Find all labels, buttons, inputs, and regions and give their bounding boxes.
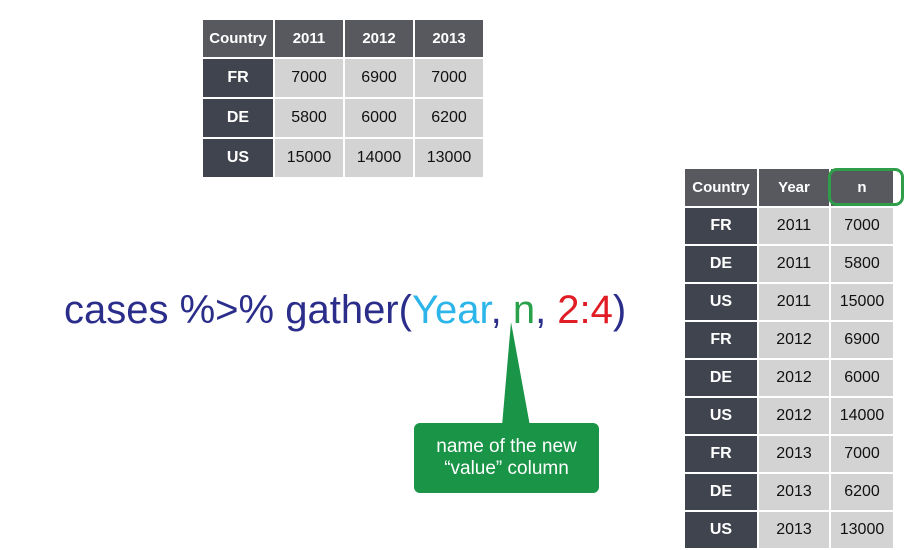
long-cell-n: 6000 [829,358,895,398]
table-row: FR 7000 6900 7000 [201,57,485,99]
callout-line-2: “value” column [444,458,569,479]
long-cell-year: 2012 [757,358,831,398]
long-cell-year: 2011 [757,244,831,284]
table-row: FR 2011 7000 [683,206,895,246]
long-row-country: US [683,396,759,436]
wide-cell: 7000 [413,57,485,99]
long-cell-n: 13000 [829,510,895,550]
code-separator: , [535,288,558,332]
long-table-header-row: Country Year n [683,167,895,208]
long-cell-year: 2011 [757,282,831,322]
long-row-country: US [683,510,759,550]
wide-cell: 14000 [343,137,415,179]
long-header-country: Country [683,167,759,208]
long-header-year: Year [757,167,831,208]
table-row: US 15000 14000 13000 [201,137,485,179]
table-row: US 2011 15000 [683,282,895,322]
long-cell-n: 5800 [829,244,895,284]
long-cell-year: 2012 [757,320,831,360]
long-cell-year: 2012 [757,396,831,436]
long-cell-year: 2013 [757,434,831,474]
table-row: DE 2011 5800 [683,244,895,284]
long-cell-n: 14000 [829,396,895,436]
callout-pointer [502,322,530,426]
long-row-country: DE [683,472,759,512]
wide-header-2012: 2012 [343,18,415,59]
wide-cell: 6900 [343,57,415,99]
table-row: US 2013 13000 [683,510,895,550]
long-cell-n: 7000 [829,206,895,246]
table-row: DE 2013 6200 [683,472,895,512]
long-row-country: DE [683,358,759,398]
long-cell-n: 7000 [829,434,895,474]
long-cell-year: 2013 [757,472,831,512]
code-separator: , [490,288,513,332]
wide-cell: 15000 [273,137,345,179]
table-row: DE 5800 6000 6200 [201,97,485,139]
long-cell-year: 2011 [757,206,831,246]
code-prefix: cases %>% gather( [64,288,412,332]
long-table-body: FR 2011 7000 DE 2011 5800 US 2011 15000 FR 2012 690… [683,206,895,550]
wide-header-2011: 2011 [273,18,345,59]
wide-cell: 5800 [273,97,345,139]
wide-row-country: US [201,137,275,179]
long-row-country: DE [683,244,759,284]
wide-header-country: Country [201,18,275,59]
callout-line-1: name of the new [436,436,577,457]
long-row-country: FR [683,434,759,474]
table-row: US 2012 14000 [683,396,895,436]
wide-cell: 7000 [273,57,345,99]
wide-row-country: FR [201,57,275,99]
long-cell-year: 2013 [757,510,831,550]
code-suffix: ) [612,288,627,332]
n-column-highlight [828,168,904,206]
wide-row-country: DE [201,97,275,139]
wide-cell: 6000 [343,97,415,139]
long-header-n: n [829,167,895,208]
callout-box: name of the new “value” column [414,423,599,493]
long-row-country: FR [683,320,759,360]
long-cell-n: 6200 [829,472,895,512]
wide-cell: 13000 [413,137,485,179]
wide-table-header-row: Country 2011 2012 2013 [201,18,485,59]
long-cell-n: 15000 [829,282,895,322]
long-cell-n: 6900 [829,320,895,360]
long-row-country: US [683,282,759,322]
wide-table: Country 2011 2012 2013 FR 7000 6900 7000… [201,18,485,179]
wide-header-2013: 2013 [413,18,485,59]
table-row: FR 2012 6900 [683,320,895,360]
code-line: cases %>% gather(Year, n, 2:4) [64,288,626,333]
long-table: Country Year n FR 2011 7000 DE 2011 5800 US 201… [683,167,895,550]
code-value-arg: n [512,288,536,332]
code-cols-arg: 2:4 [557,288,613,332]
table-row: FR 2013 7000 [683,434,895,474]
table-row: DE 2012 6000 [683,358,895,398]
wide-cell: 6200 [413,97,485,139]
code-key-arg: Year [411,288,491,332]
long-row-country: FR [683,206,759,246]
